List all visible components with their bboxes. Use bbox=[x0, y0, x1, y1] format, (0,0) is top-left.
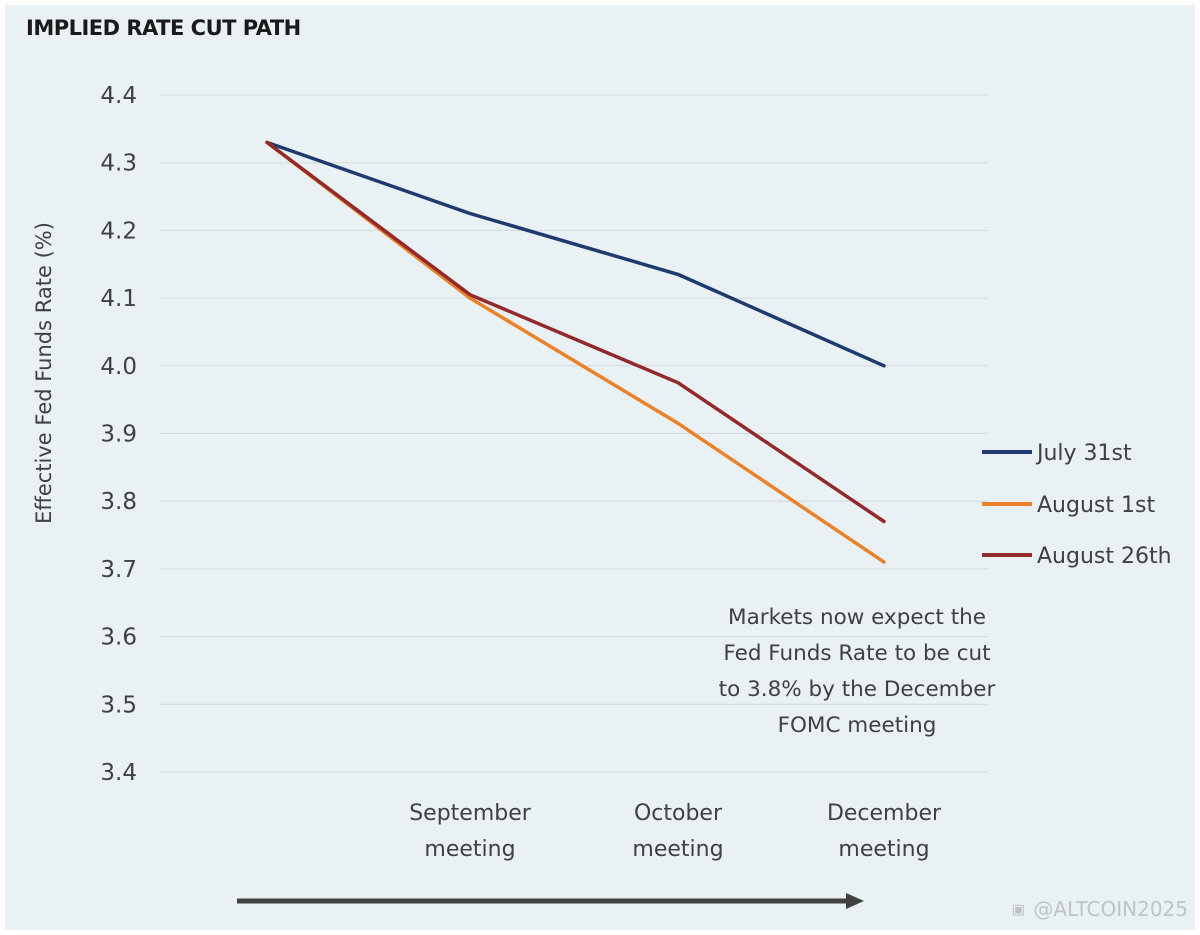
legend-label: August 26th bbox=[1037, 544, 1172, 569]
y-tick-label: 3.9 bbox=[100, 422, 137, 448]
x-category-label: meeting bbox=[838, 837, 929, 862]
y-tick-label: 3.5 bbox=[100, 692, 137, 718]
y-axis-label: Effective Fed Funds Rate (%) bbox=[32, 222, 56, 524]
x-category-label: September bbox=[409, 801, 532, 826]
x-category-labels: September meeting October meeting December me… bbox=[409, 801, 942, 862]
annotation-line: to 3.8% by the December bbox=[719, 677, 996, 702]
x-category-label: December bbox=[827, 801, 942, 826]
y-tick-label: 3.7 bbox=[100, 557, 137, 583]
series-line-1 bbox=[265, 140, 886, 564]
annotation-line: Markets now expect the bbox=[728, 605, 986, 630]
y-tick-label: 4.4 bbox=[100, 83, 137, 109]
chart-title: IMPLIED RATE CUT PATH bbox=[26, 16, 301, 40]
watermark-text: @ALTCOIN2025 bbox=[1033, 897, 1188, 921]
annotation-line: Fed Funds Rate to be cut bbox=[723, 641, 990, 666]
x-category-label: meeting bbox=[632, 837, 723, 862]
annotation-line: FOMC meeting bbox=[778, 713, 937, 738]
y-tick-label: 4.0 bbox=[100, 354, 137, 380]
chart-panel bbox=[5, 5, 1195, 930]
series-line-2 bbox=[265, 140, 886, 524]
annotation-text: Markets now expect the Fed Funds Rate to … bbox=[719, 605, 996, 738]
y-tick-label: 3.4 bbox=[100, 760, 137, 786]
series-line-0 bbox=[265, 140, 886, 368]
x-category-label: October bbox=[634, 801, 723, 826]
legend: July 31st August 1st August 26th bbox=[982, 441, 1172, 569]
y-tick-label: 4.2 bbox=[100, 218, 137, 244]
y-tick-label: 4.3 bbox=[100, 151, 137, 177]
watermark: ◈@ALTCOIN2025 bbox=[1006, 895, 1188, 923]
y-tick-labels: 4.4 4.3 4.2 4.1 4.0 3.9 3.8 3.7 3.6 3.5 3.4 bbox=[100, 83, 137, 786]
timeline-arrow bbox=[237, 893, 864, 909]
x-category-label: meeting bbox=[424, 837, 515, 862]
y-tick-label: 3.8 bbox=[100, 489, 137, 515]
legend-label: July 31st bbox=[1035, 441, 1132, 466]
legend-label: August 1st bbox=[1037, 493, 1155, 518]
y-tick-label: 3.6 bbox=[100, 625, 137, 651]
y-tick-label: 4.1 bbox=[100, 286, 137, 312]
gridlines bbox=[160, 94, 988, 773]
series-lines bbox=[265, 140, 886, 564]
